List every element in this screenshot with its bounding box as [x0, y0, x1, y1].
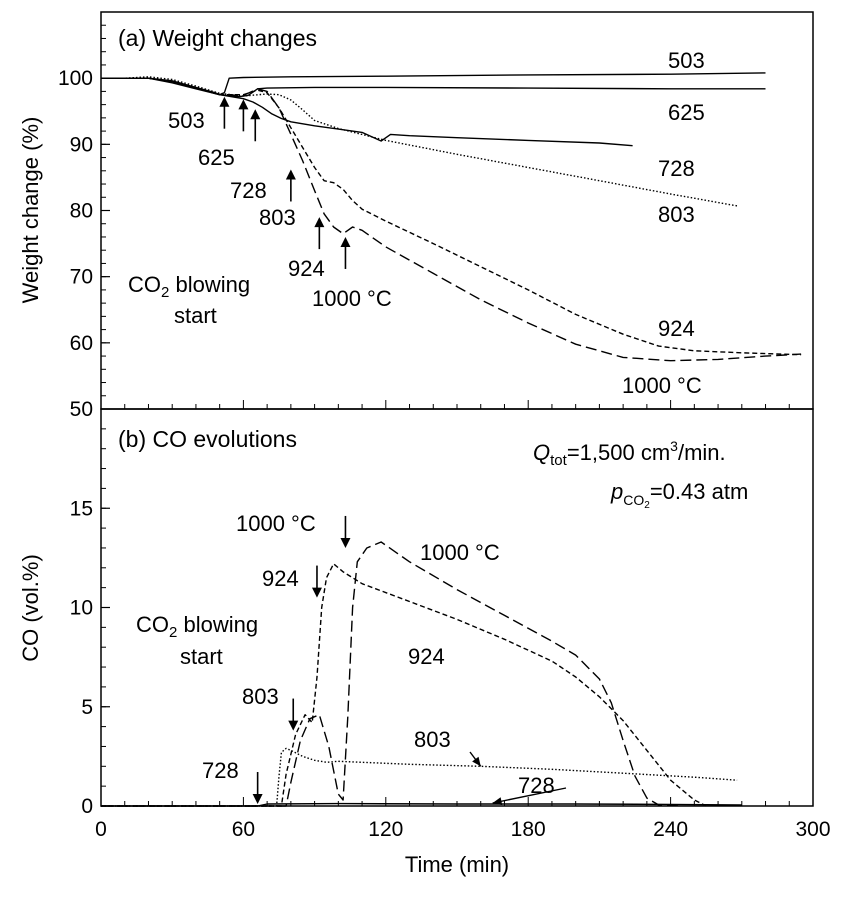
panel-b-ticks: 0 5 10 15 0 60 120 180 240 300	[70, 408, 831, 841]
condition-pco2: pCO2=0.43 atm	[610, 479, 748, 511]
note-b-line1: CO2 blowing	[136, 612, 258, 641]
arrow-b-0	[252, 772, 263, 805]
series-b-1000	[101, 541, 683, 807]
arrow-b-2	[311, 565, 322, 598]
arrow-label-b-803: 803	[242, 684, 279, 709]
xtick-label-b-1: 60	[232, 818, 255, 841]
ytick-label-a-4: 90	[70, 133, 93, 156]
label-a-503: 503	[668, 48, 705, 73]
condition-q-value: =1,500 cm	[567, 440, 670, 465]
panel-a-frame	[100, 11, 814, 410]
condition-q-subscript: tot	[550, 452, 568, 469]
arrow-a-2	[250, 109, 261, 142]
panel-a-arrows	[219, 96, 351, 269]
series-a-1000	[101, 77, 802, 362]
arrow-label-a-803: 803	[259, 205, 296, 230]
condition-q-superscript: 3	[670, 438, 678, 454]
series-b-803	[101, 747, 738, 807]
label-a-625: 625	[668, 100, 705, 125]
arrow-label-b-728: 728	[202, 758, 239, 783]
series-a-625	[101, 77, 766, 98]
arrow-label-a-625: 625	[198, 145, 235, 170]
label-b-1000: 1000 °C	[420, 540, 500, 565]
arrow-a-3	[285, 169, 296, 202]
panel-a-ylabel: Weight change (%)	[18, 117, 43, 304]
label-a-728: 728	[658, 156, 695, 181]
xtick-label-b-0: 0	[95, 818, 107, 841]
pointer-803	[469, 751, 482, 767]
arrow-a-1	[238, 99, 249, 132]
ytick-label-a-1: 60	[70, 332, 93, 355]
panel-a-series	[101, 72, 802, 362]
panel-a-title: (a) Weight changes	[118, 25, 317, 51]
note-b-line2: start	[180, 644, 223, 669]
label-b-924: 924	[408, 644, 445, 669]
panel-a-ticks: 50 60 70 80 90 100	[58, 11, 814, 421]
ytick-label-b-1: 5	[81, 696, 93, 719]
arrow-label-b-924: 924	[262, 566, 299, 591]
panel-b-ylabel: CO (vol.%)	[18, 554, 43, 662]
label-b-728: 728	[518, 773, 555, 798]
xtick-label-b-5: 300	[795, 818, 830, 841]
arrow-label-a-924: 924	[288, 256, 325, 281]
xtick-label-b-2: 120	[368, 818, 403, 841]
panel-b-series	[101, 541, 742, 807]
arrow-a-4	[314, 217, 325, 250]
label-b-803: 803	[414, 727, 451, 752]
ytick-label-a-2: 70	[70, 266, 93, 289]
condition-qtot: Qtot=1,500 cm3/min.	[533, 438, 726, 469]
arrow-a-0	[219, 96, 230, 129]
condition-q-symbol: Q	[533, 440, 550, 465]
series-a-803	[101, 76, 738, 207]
arrow-label-a-728: 728	[230, 178, 267, 203]
label-a-1000: 1000 °C	[622, 373, 702, 398]
series-a-503	[101, 72, 766, 96]
ytick-label-a-0: 50	[70, 398, 93, 421]
condition-q-unit: /min.	[678, 440, 726, 465]
ytick-label-a-5: 100	[58, 67, 93, 90]
ytick-label-b-3: 15	[70, 497, 93, 520]
ytick-label-a-3: 80	[70, 200, 93, 223]
label-a-924: 924	[658, 316, 695, 341]
arrow-label-b-1000: 1000 °C	[236, 511, 316, 536]
pointer-728	[492, 787, 567, 806]
panel-b-frame	[100, 408, 814, 807]
panel-b-title: (b) CO evolutions	[118, 426, 297, 452]
condition-p-subscript: CO2	[623, 492, 650, 511]
arrow-label-a-1000: 1000 °C	[312, 286, 392, 311]
note-a-line1: CO2 blowing	[128, 272, 250, 301]
arrow-b-3	[340, 515, 351, 548]
arrow-label-a-503: 503	[168, 108, 205, 133]
condition-p-symbol: p	[610, 479, 623, 504]
ytick-label-b-0: 0	[81, 795, 93, 818]
arrow-a-5	[340, 236, 351, 269]
xtick-label-b-3: 180	[511, 818, 546, 841]
label-a-803: 803	[658, 202, 695, 227]
panel-b-arrows	[252, 515, 567, 806]
condition-p-value: =0.43 atm	[650, 479, 748, 504]
note-a-line2: start	[174, 303, 217, 328]
arrow-b-1	[288, 698, 299, 731]
series-b-924	[101, 563, 707, 807]
ytick-label-b-2: 10	[70, 597, 93, 620]
x-axis-title: Time (min)	[405, 852, 509, 877]
xtick-label-b-4: 240	[653, 818, 688, 841]
